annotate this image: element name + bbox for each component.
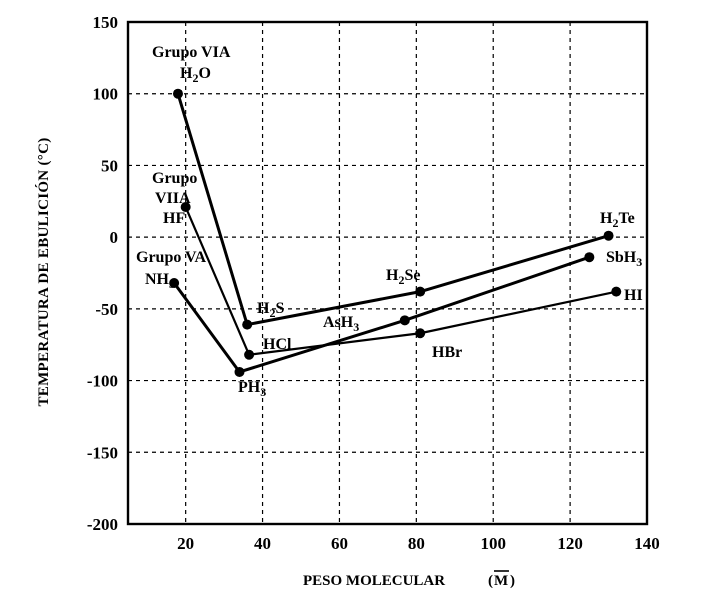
x-tick-label: 100 bbox=[480, 534, 506, 553]
label-h2o: H2O bbox=[180, 65, 211, 85]
svg-text:(: ( bbox=[488, 573, 493, 589]
y-tick-label: 0 bbox=[110, 228, 119, 247]
label-sbh3: SbH3 bbox=[606, 249, 642, 269]
data-point-hf bbox=[180, 202, 191, 213]
series-lines bbox=[169, 88, 622, 377]
series-line-grupo-viia bbox=[184, 206, 617, 356]
data-point-h2o bbox=[172, 88, 183, 99]
label-h2se: H2Se bbox=[386, 267, 420, 287]
data-point-h2se bbox=[415, 286, 426, 297]
molar-mass-symbol: ( M ) bbox=[488, 570, 515, 589]
label-ash3: AsH3 bbox=[323, 314, 359, 334]
label-grupo-via: Grupo VIA bbox=[152, 44, 231, 61]
y-tick-label: -100 bbox=[87, 372, 118, 391]
y-tick-label: -150 bbox=[87, 443, 118, 462]
x-tick-label: 80 bbox=[408, 534, 425, 553]
label-h2te: H2Te bbox=[600, 210, 635, 230]
x-tick-label: 60 bbox=[331, 534, 348, 553]
label-hcl: HCl bbox=[263, 336, 292, 353]
y-tick-label: -200 bbox=[87, 515, 118, 534]
label-grupo-viia-1: Grupo bbox=[152, 170, 197, 187]
y-tick-label: 50 bbox=[101, 156, 118, 175]
x-axis-label: PESO MOLECULAR bbox=[303, 573, 445, 589]
label-h2s: H2S bbox=[257, 300, 284, 320]
grid-lines bbox=[128, 22, 647, 524]
series-line-grupo-via bbox=[176, 93, 609, 327]
label-nh3: NH3 bbox=[145, 271, 175, 291]
label-grupo-va: Grupo VA bbox=[136, 249, 207, 266]
data-point-hbr bbox=[415, 328, 426, 339]
plot-frame bbox=[126, 20, 649, 526]
x-tick-label: 120 bbox=[557, 534, 583, 553]
x-tick-label: 40 bbox=[254, 534, 271, 553]
label-hf: HF bbox=[163, 210, 185, 227]
data-point-hi bbox=[611, 286, 622, 297]
x-tick-label: 20 bbox=[177, 534, 194, 553]
data-point-sbh3 bbox=[584, 252, 595, 263]
data-point-h2te bbox=[603, 230, 614, 241]
label-ph3: PH3 bbox=[238, 379, 266, 399]
y-axis-label: TEMPERATURA DE EBULICIÓN (°C) bbox=[35, 137, 52, 406]
x-tick-label: 140 bbox=[634, 534, 660, 553]
label-hi: HI bbox=[624, 287, 643, 304]
tick-labels: 20 40 60 80 100 120 140 150 100 50 0 -50 -100 -150 -20… bbox=[87, 13, 660, 553]
point-labels: Grupo VIA H2O Grupo VIIA HF Grupo VA NH3… bbox=[136, 44, 643, 399]
y-tick-label: 150 bbox=[93, 13, 119, 32]
data-point-h2s bbox=[242, 319, 253, 330]
y-tick-label: -50 bbox=[95, 300, 118, 319]
data-point-ph3 bbox=[234, 366, 245, 377]
data-point-nh3 bbox=[169, 278, 180, 289]
label-hbr: HBr bbox=[432, 344, 462, 361]
data-point-ash3 bbox=[399, 315, 410, 326]
y-tick-label: 100 bbox=[93, 85, 119, 104]
label-grupo-viia-2: VIIA bbox=[155, 190, 191, 207]
svg-text:): ) bbox=[510, 573, 515, 589]
molar-mass-symbol-letter: M bbox=[494, 573, 508, 589]
data-point-hcl bbox=[244, 349, 255, 360]
series-line-grupo-va bbox=[172, 255, 590, 374]
